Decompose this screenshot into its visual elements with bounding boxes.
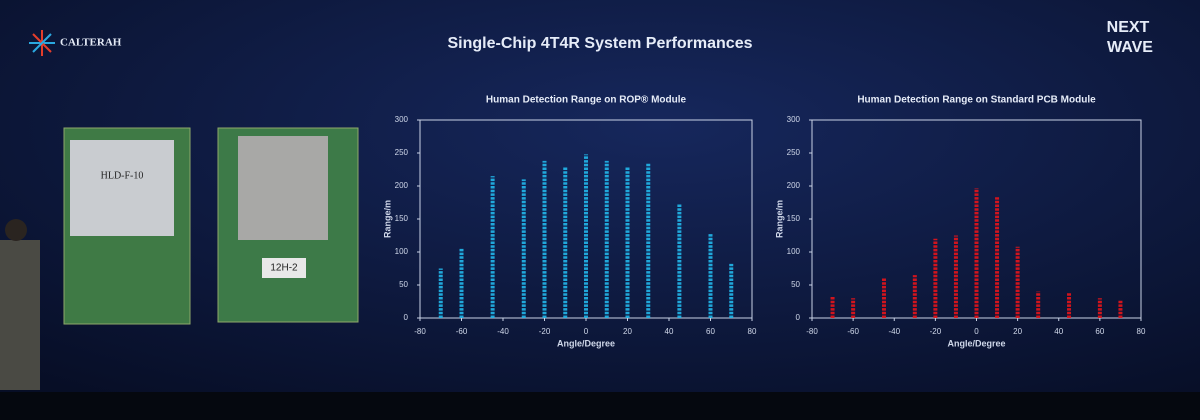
board-1-shield bbox=[70, 140, 174, 236]
y-tick-label: 300 bbox=[787, 115, 801, 124]
x-tick-label: 80 bbox=[748, 327, 757, 336]
x-tick-label: 40 bbox=[665, 327, 674, 336]
slide-title: Single-Chip 4T4R System Performances bbox=[448, 35, 753, 52]
x-tick-label: -60 bbox=[456, 327, 468, 336]
x-tick-label: -40 bbox=[497, 327, 509, 336]
audience bbox=[0, 392, 1200, 420]
y-tick-label: 50 bbox=[791, 280, 800, 289]
x-axis-label: Angle/Degree bbox=[947, 338, 1005, 348]
x-tick-label: 60 bbox=[706, 327, 715, 336]
y-axis-label: Range/m bbox=[774, 200, 784, 238]
y-tick-label: 200 bbox=[787, 181, 801, 190]
presenter-head bbox=[5, 219, 27, 241]
y-tick-label: 150 bbox=[395, 214, 409, 223]
y-tick-label: 300 bbox=[395, 115, 409, 124]
y-tick-label: 100 bbox=[787, 247, 801, 256]
logo-text: CALTERAH bbox=[60, 37, 122, 49]
y-tick-label: 100 bbox=[395, 247, 409, 256]
board-2-tag bbox=[262, 258, 306, 278]
chart-title: Human Detection Range on Standard PCB Mo… bbox=[857, 95, 1096, 106]
x-tick-label: 60 bbox=[1095, 327, 1104, 336]
y-tick-label: 50 bbox=[399, 280, 408, 289]
x-tick-label: -20 bbox=[930, 327, 942, 336]
x-tick-label: -80 bbox=[414, 327, 426, 336]
presenter bbox=[0, 240, 40, 390]
x-tick-label: 0 bbox=[584, 327, 589, 336]
x-tick-label: -40 bbox=[888, 327, 900, 336]
x-tick-label: 40 bbox=[1054, 327, 1063, 336]
board-2-shield bbox=[238, 136, 328, 240]
logo-mark bbox=[29, 30, 55, 56]
y-tick-label: 250 bbox=[787, 148, 801, 157]
y-tick-label: 200 bbox=[395, 181, 409, 190]
y-tick-label: 0 bbox=[404, 313, 409, 322]
event-top: NEXT bbox=[1107, 19, 1150, 36]
x-tick-label: 20 bbox=[623, 327, 632, 336]
event-bottom: WAVE bbox=[1107, 39, 1153, 56]
board-2-label: 12H-2 bbox=[270, 263, 298, 274]
x-tick-label: 80 bbox=[1137, 327, 1146, 336]
x-tick-label: 20 bbox=[1013, 327, 1022, 336]
y-tick-label: 0 bbox=[796, 313, 801, 322]
y-axis-label: Range/m bbox=[382, 200, 392, 238]
x-tick-label: 0 bbox=[974, 327, 979, 336]
y-tick-label: 150 bbox=[787, 214, 801, 223]
x-tick-label: -20 bbox=[539, 327, 551, 336]
x-tick-label: -80 bbox=[806, 327, 818, 336]
y-tick-label: 250 bbox=[395, 148, 409, 157]
x-axis-label: Angle/Degree bbox=[557, 338, 615, 348]
board-1-label: HLD-F-10 bbox=[101, 170, 144, 181]
chart-title: Human Detection Range on ROP® Module bbox=[486, 95, 687, 106]
x-tick-label: -60 bbox=[847, 327, 859, 336]
